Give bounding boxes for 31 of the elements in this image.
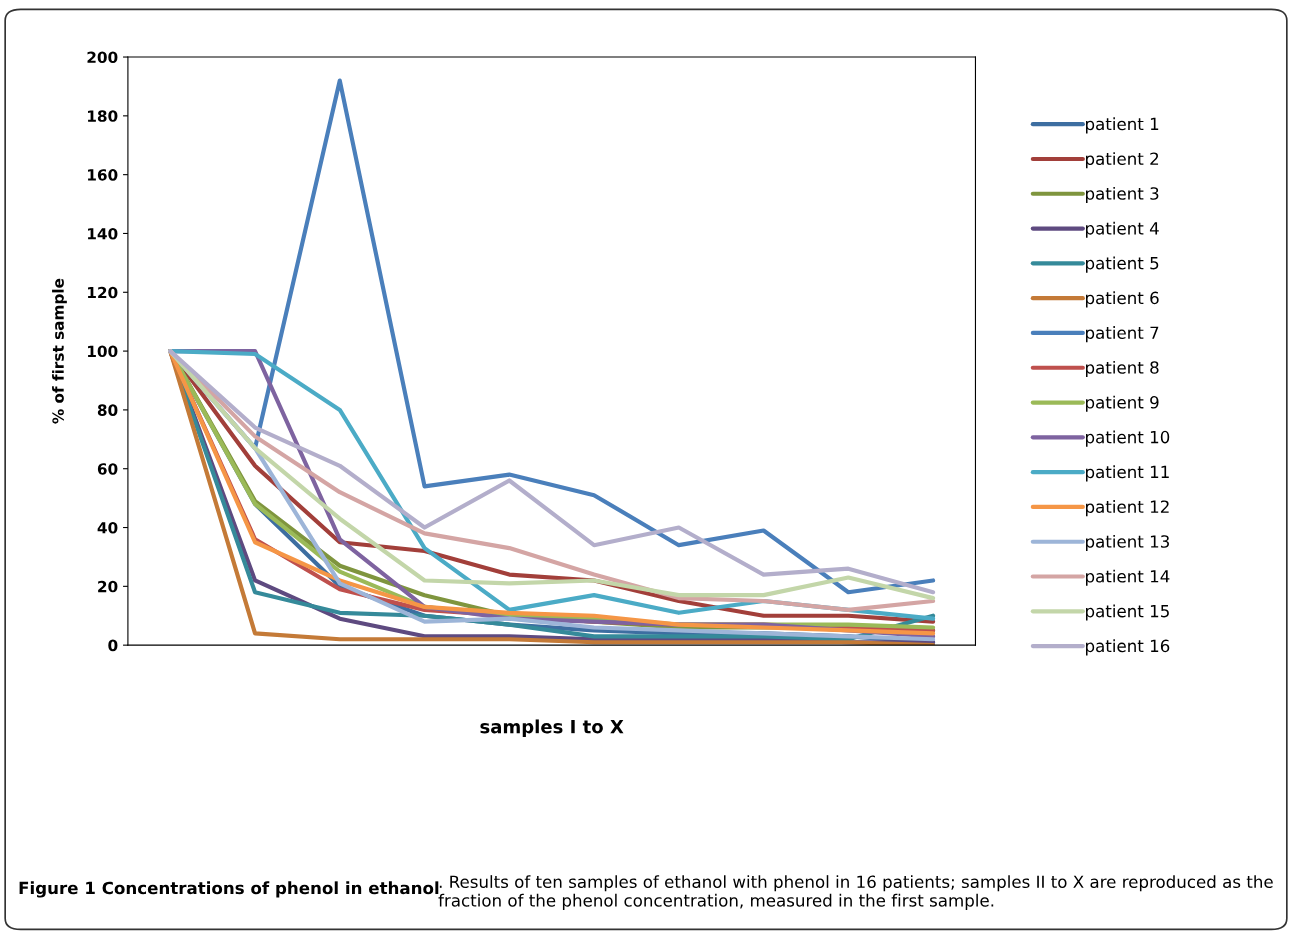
legend-label: patient 7: [1086, 326, 1159, 343]
legend-label: patient 2: [1086, 152, 1159, 169]
y-axis-title: % of first sample: [52, 278, 67, 424]
legend-label: patient 4: [1086, 221, 1159, 238]
y-tick-label: 20: [98, 580, 118, 593]
y-tick-label: 100: [88, 345, 118, 358]
legend-label: patient 14: [1086, 569, 1170, 586]
legend-label: patient 13: [1086, 534, 1169, 552]
legend-label: patient 6: [1086, 291, 1159, 308]
y-tick-label: 0: [108, 639, 118, 652]
caption: Figure 1 Concentrations of phenol in ethanol: [19, 881, 439, 898]
legend-label: patient 8: [1086, 360, 1159, 378]
y-tick-label: 80: [97, 404, 118, 416]
legend-label: patient 1: [1086, 117, 1159, 134]
legend-label: patient 3: [1086, 186, 1159, 204]
legend-label: patient 11: [1086, 465, 1169, 482]
y-tick-label: 140: [88, 227, 118, 240]
legend-label: patient 15: [1086, 604, 1169, 621]
y-tick-label: 180: [88, 110, 118, 122]
legend-label: patient 10: [1086, 430, 1170, 447]
y-tick-label: 60: [97, 463, 118, 475]
legend-label: patient 16: [1086, 639, 1170, 656]
y-tick-label: 40: [97, 521, 118, 534]
legend-label: patient 9: [1086, 395, 1159, 412]
legend-label: patient 5: [1086, 256, 1159, 273]
x-axis-title: samples I to X: [480, 719, 624, 737]
y-tick-label: 200: [87, 51, 118, 64]
text: . Results of ten samples of ethanol with phenol in 16 patients; samples II to X are reproduced as the fraction of the phenol concentration, measured in the first sample.: [438, 875, 1273, 910]
y-tick-label: 120: [88, 286, 118, 299]
y-tick-label: 160: [88, 169, 118, 181]
legend-label: patient 12: [1086, 500, 1169, 517]
